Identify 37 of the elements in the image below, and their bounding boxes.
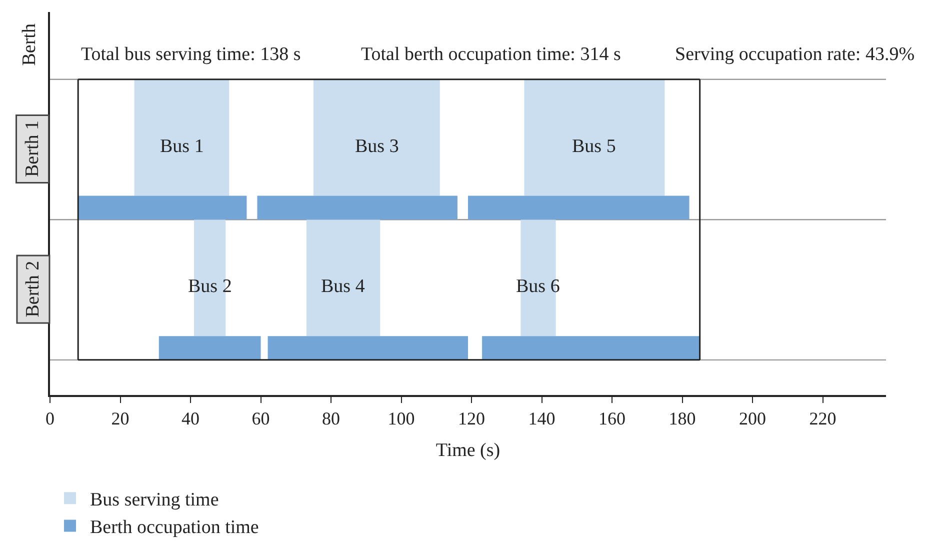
bar bbox=[257, 196, 458, 220]
bar bbox=[268, 336, 468, 360]
x-tick-label: 100 bbox=[388, 408, 415, 429]
x-tick-label: 0 bbox=[46, 408, 54, 429]
bar bbox=[158, 336, 261, 360]
x-tick-label: 20 bbox=[111, 408, 130, 429]
data-label: Bus 4 bbox=[321, 276, 366, 297]
text: Total bus serving time: 138 s bbox=[81, 44, 301, 65]
x-tick-label: 120 bbox=[458, 408, 486, 429]
y-tick-label: Berth 1 bbox=[22, 120, 44, 177]
data-label: Bus 6 bbox=[516, 276, 560, 297]
bar bbox=[468, 196, 690, 220]
y-axis-title: Berth bbox=[19, 23, 40, 66]
x-axis-title: Time (s) bbox=[436, 440, 500, 461]
text: Total berth occupation time: 314 s bbox=[361, 44, 621, 65]
x-tick-label: 180 bbox=[668, 408, 696, 429]
bar bbox=[524, 79, 665, 196]
bar bbox=[134, 79, 230, 196]
data-label: Bus 2 bbox=[188, 276, 232, 297]
data-label: Bus 1 bbox=[160, 136, 204, 157]
x-tick-label: 140 bbox=[528, 408, 556, 429]
data-label: Bus 3 bbox=[355, 136, 399, 157]
bar bbox=[482, 336, 700, 360]
data-label: Bus 5 bbox=[572, 136, 616, 157]
legend-label: Bus serving time bbox=[90, 490, 219, 511]
text: Serving occupation rate: 43.9% bbox=[675, 44, 915, 65]
bar bbox=[306, 220, 380, 336]
legend-label: Berth occupation time bbox=[90, 517, 259, 538]
x-tick-label: 200 bbox=[739, 408, 766, 429]
x-tick-label: 80 bbox=[322, 408, 340, 429]
x-tick-label: 60 bbox=[252, 408, 270, 429]
bar bbox=[78, 196, 247, 220]
x-tick-label: 40 bbox=[182, 408, 200, 429]
y-tick-label: Berth 2 bbox=[22, 260, 44, 318]
x-tick-label: 160 bbox=[598, 408, 626, 429]
x-tick-label: 220 bbox=[809, 408, 836, 429]
bar bbox=[313, 79, 440, 196]
